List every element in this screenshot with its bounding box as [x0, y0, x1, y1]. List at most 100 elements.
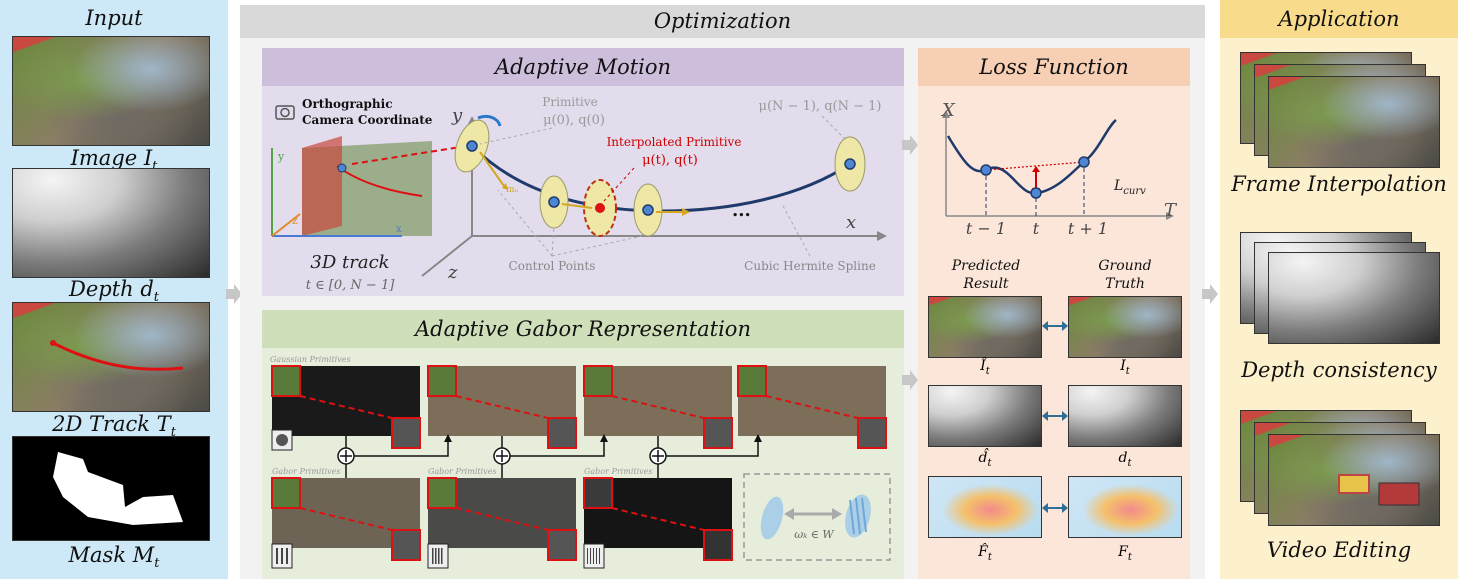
spline-label: Cubic Hermite Spline: [744, 259, 876, 273]
track-3d-frame: y z x: [271, 136, 432, 237]
gabor-primitives-label-2: Gabor Primitives: [428, 467, 497, 476]
tick-t-plus-1: t + 1: [1068, 219, 1108, 238]
loss-function-title-bar: Loss Function: [918, 48, 1190, 86]
track3d-label: 3D track: [310, 252, 389, 273]
loss-curve: [946, 119, 1117, 195]
ground-truth-flow: [1068, 476, 1182, 538]
primitive-value: μ(0), q(0): [543, 113, 605, 128]
compare-arrow-flow: [1042, 503, 1068, 513]
predicted-label-1: Predicted: [951, 258, 1021, 274]
interp-frame-front: [1268, 76, 1440, 168]
predicted-flow: [928, 476, 1042, 538]
predicted-label-2: Result: [963, 276, 1009, 292]
f-hat-label: F̂t: [978, 544, 992, 563]
axis-x-label: x: [846, 212, 856, 233]
application-title-bar: Application: [1220, 0, 1458, 38]
track-overlay: [50, 340, 184, 371]
comparison-arrows: [1042, 321, 1068, 513]
interp-value: μ(t), q(t): [642, 153, 698, 168]
gabor-primitives-label-3: Gabor Primitives: [584, 467, 653, 476]
optimization-title: Optimization: [240, 5, 1205, 38]
predicted-depth: [928, 385, 1042, 447]
gaussian-primitives-label: Gaussian Primitives: [270, 355, 351, 364]
gabor-render-1: [271, 477, 421, 569]
omega-label: ωₖ ∈ W: [794, 528, 835, 541]
camera-label-2: Camera Coordinate: [302, 113, 433, 127]
loss-function-title: Loss Function: [979, 55, 1129, 79]
d-gt-label: dt: [1118, 450, 1132, 469]
axis-z-label: z: [447, 262, 458, 283]
ground-truth-image: [1068, 296, 1182, 358]
ground-truth-heading: Ground Truth: [1060, 257, 1190, 293]
frame-interpolation-label: Frame Interpolation: [1231, 172, 1447, 196]
frame-z-label: z: [292, 214, 298, 227]
frame-y-label: y: [277, 150, 285, 163]
plus-node-3: [649, 447, 667, 465]
mask-shape: [53, 452, 183, 525]
video-editing-label: Video Editing: [1266, 538, 1412, 562]
adaptive-motion-title-bar: Adaptive Motion: [262, 48, 904, 86]
loss-curvature-plot: X T Lcurv t − 1 t t + 1: [940, 100, 1178, 238]
m-label: mₒ: [506, 185, 519, 195]
adaptive-gabor-title: Adaptive Gabor Representation: [415, 317, 751, 341]
plus-node-2: [493, 447, 511, 465]
adaptive-gabor-title-bar: Adaptive Gabor Representation: [262, 310, 904, 348]
i-gt-label: It: [1120, 358, 1130, 377]
ground-label-2: Truth: [1105, 276, 1145, 292]
arrow-motion-to-loss: [902, 135, 918, 155]
frame-x-label: x: [396, 224, 402, 235]
input-title: Input: [85, 6, 143, 30]
control-points-label: Control Points: [509, 259, 596, 273]
edit-frame-front: [1268, 434, 1440, 526]
i-hat-label: Ît: [980, 358, 990, 377]
d-hat-label: d̂t: [978, 450, 992, 469]
predicted-image: [928, 296, 1042, 358]
ellipsis: ...: [732, 200, 751, 221]
compare-arrow-depth: [1042, 411, 1068, 421]
input-mask-thumbnail: [12, 436, 210, 541]
gaussian-render-2: [427, 365, 577, 449]
mask-label: Mask Mt: [68, 543, 160, 572]
last-primitive-value: μ(N − 1), q(N − 1): [759, 99, 882, 114]
l-curv-label: Lcurv: [1113, 178, 1146, 197]
frequency-legend-box: ωₖ ∈ W: [743, 473, 891, 561]
axis-y-label: y: [451, 105, 463, 126]
rotation-arrow-icon: [477, 114, 502, 127]
arrow-input-to-optimization: [226, 284, 242, 304]
depth-frame-front: [1268, 252, 1440, 344]
gaussian-render-3: [583, 365, 733, 449]
image-label: Image It: [70, 146, 158, 175]
input-depth-thumbnail: [12, 168, 210, 278]
adaptive-motion-title: Adaptive Motion: [494, 55, 672, 79]
loss-x-label: T: [1164, 200, 1178, 221]
gabor-render-2: [427, 477, 577, 569]
track3d-range: t ∈ [0, N − 1]: [306, 278, 396, 293]
f-gt-label: Ft: [1118, 544, 1132, 563]
adaptive-motion-diagram: Orthographic Camera Coordinate y z x 3D …: [271, 95, 887, 293]
track-label: 2D Track Tt: [52, 412, 176, 441]
compare-arrow-image: [1042, 321, 1068, 331]
ground-label-1: Ground: [1098, 258, 1152, 274]
camera-icon: [275, 105, 295, 120]
tick-t: t: [1033, 219, 1040, 238]
gaussian-render-1: [271, 365, 421, 451]
ground-truth-depth: [1068, 385, 1182, 447]
gaussian-render-4: [737, 365, 887, 449]
predicted-result-heading: Predicted Result: [918, 257, 1054, 293]
input-image-thumbnail: [12, 36, 210, 146]
input-panel: Input Image It Depth dt 2D Track Tt Mask…: [0, 0, 228, 579]
arrow-gabor-to-loss: [902, 370, 918, 390]
application-title: Application: [1278, 7, 1400, 31]
gabor-primitives-label-1: Gabor Primitives: [272, 467, 341, 476]
arrow-optimization-to-application: [1202, 284, 1218, 304]
gabor-render-3: [583, 477, 733, 569]
adaptive-gabor-diagram: Gaussian Primitives: [270, 355, 891, 569]
tick-t-minus-1: t − 1: [966, 219, 1006, 238]
input-track-thumbnail: [12, 302, 210, 412]
depth-label: Depth dt: [68, 277, 160, 306]
camera-label-1: Orthographic: [302, 97, 393, 111]
edited-train-overlay: [1338, 474, 1420, 506]
depth-consistency-label: Depth consistency: [1241, 358, 1437, 382]
plus-node-1: [337, 447, 355, 465]
loss-y-label: X: [940, 100, 956, 121]
